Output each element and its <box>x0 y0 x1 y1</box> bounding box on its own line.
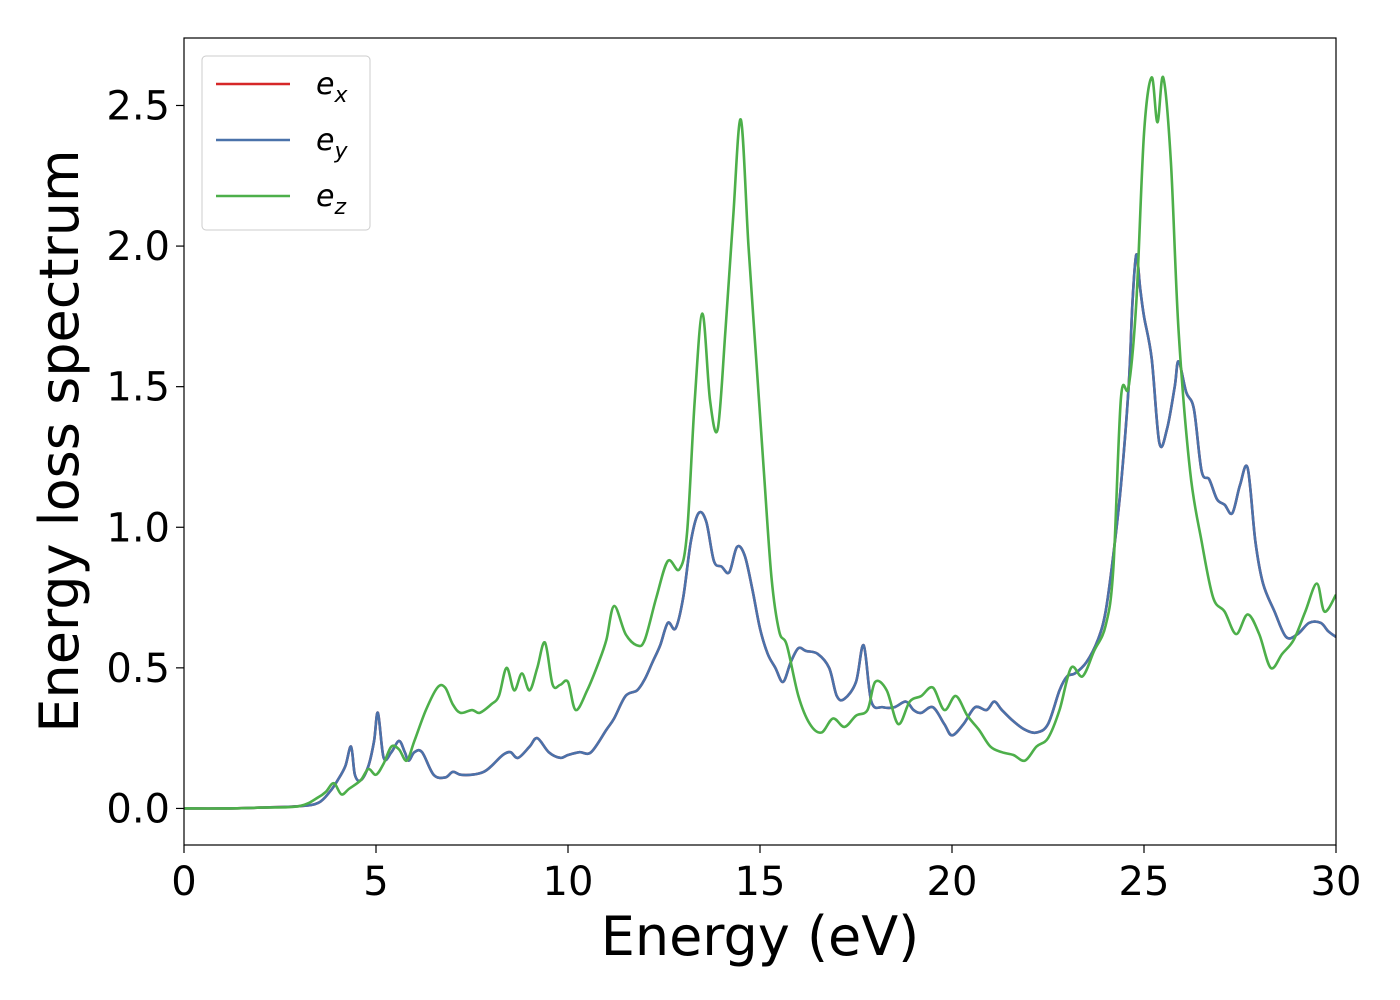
y-axis-label: Energy loss spectrum <box>28 149 91 732</box>
legend-label-e-z: ez <box>316 179 346 220</box>
series-line-e-z <box>184 76 1336 810</box>
legend-box <box>201 55 371 231</box>
y-tick-label: 2.0 <box>106 224 170 270</box>
y-tick-label: 2.5 <box>106 83 170 129</box>
series-line-e-y <box>184 253 1336 810</box>
y-tick-label: 0.5 <box>106 646 170 692</box>
x-tick-label: 0 <box>171 859 196 905</box>
legend-label-e-y: ey <box>316 123 348 164</box>
y-tick-label: 1.5 <box>106 365 170 411</box>
x-tick-label: 15 <box>735 859 786 905</box>
x-tick-label: 5 <box>363 859 388 905</box>
x-axis-label: Energy (eV) <box>601 905 920 968</box>
legend-label-e-x: ex <box>316 67 348 108</box>
y-tick-label: 0.0 <box>106 786 170 832</box>
x-axis: 0 5 10 15 20 25 30 <box>171 845 1361 905</box>
series-layer <box>184 76 1336 810</box>
x-tick-label: 25 <box>1119 859 1170 905</box>
x-tick-label: 30 <box>1311 859 1362 905</box>
plot-background <box>184 38 1336 845</box>
legend: ex ey ez <box>201 55 371 231</box>
x-tick-label: 10 <box>543 859 594 905</box>
y-axis: 0.0 0.5 1.0 1.5 2.0 2.5 <box>106 83 184 832</box>
y-tick-label: 1.0 <box>106 505 170 551</box>
x-tick-label: 20 <box>927 859 978 905</box>
